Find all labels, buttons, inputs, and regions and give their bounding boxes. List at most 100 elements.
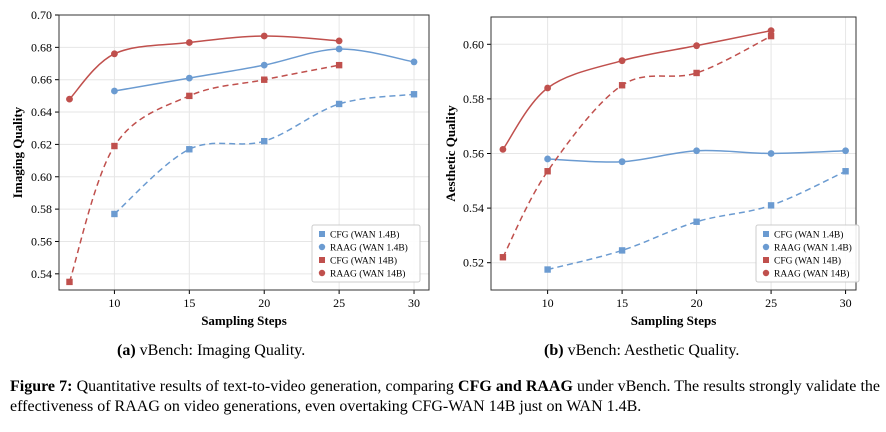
x-tick-label: 15 xyxy=(183,296,195,310)
figure-caption: Figure 7: Quantitative results of text-t… xyxy=(10,377,880,417)
data-point xyxy=(261,137,268,145)
legend-label: CFG (WAN 14B) xyxy=(774,256,841,267)
data-point xyxy=(185,74,193,82)
x-tick-label: 20 xyxy=(258,296,270,310)
data-point xyxy=(767,202,775,209)
data-point xyxy=(544,84,552,92)
legend-box xyxy=(755,224,860,283)
legend-label: RAAG (WAN 1.4B) xyxy=(330,243,408,254)
subcaption-a-text: vBench: Imaging Quality. xyxy=(135,342,306,359)
legend-marker xyxy=(318,243,326,251)
data-point xyxy=(111,142,118,150)
y-tick-label: 0.54 xyxy=(463,201,484,215)
figure-caption-part1: Quantitative results of text-to-video ge… xyxy=(72,378,459,395)
y-tick-label: 0.64 xyxy=(31,105,52,119)
data-point xyxy=(618,57,626,65)
data-point xyxy=(767,32,775,40)
x-tick-label: 25 xyxy=(333,296,345,310)
y-tick-label: 0.60 xyxy=(31,170,52,184)
data-point xyxy=(335,45,343,53)
plot-frame xyxy=(490,16,857,291)
x-tick-label: 15 xyxy=(616,296,628,310)
data-point xyxy=(186,92,193,100)
series-line xyxy=(547,170,846,271)
aesthetic-quality-plot: 0.52 0.54 0.56 0.58 0.60 10 15 20 25 30 Sampling S… xyxy=(443,16,860,328)
y-axis-label: Aesthetic Quality xyxy=(443,105,458,202)
figure-caption-part2: under vBench. The results strongly valid… xyxy=(10,378,881,415)
data-point xyxy=(693,69,700,77)
data-point xyxy=(261,76,268,83)
data-point xyxy=(410,91,418,98)
figure-caption-label: Figure 7: xyxy=(10,378,73,395)
data-point xyxy=(66,278,73,286)
legend-label: RAAG (WAN 1.4B) xyxy=(774,243,852,254)
x-axis-label: Sampling Steps xyxy=(201,313,287,328)
legend-box xyxy=(311,224,421,283)
subcaption-a: (a) vBench: Imaging Quality. xyxy=(117,342,305,360)
data-point xyxy=(693,218,700,225)
data-point xyxy=(335,37,343,45)
y-tick-label: 0.54 xyxy=(31,267,52,281)
x-tick-label: 30 xyxy=(840,296,852,310)
data-point xyxy=(767,150,775,157)
data-point xyxy=(767,27,775,35)
y-tick-label: 0.58 xyxy=(31,202,52,216)
figure-caption-bold: CFG and RAAG xyxy=(458,378,573,395)
subcaption-b-text: vBench: Aesthetic Quality. xyxy=(563,342,740,359)
subcaption-a-label: (a) xyxy=(117,342,136,359)
data-point xyxy=(335,61,343,69)
data-point xyxy=(66,95,73,103)
plot-frame xyxy=(58,14,430,291)
data-point xyxy=(618,247,626,254)
data-point xyxy=(335,100,343,108)
subcaption-b-label: (b) xyxy=(544,342,564,359)
y-tick-label: 0.52 xyxy=(463,256,484,270)
data-point xyxy=(260,32,268,40)
legend-marker xyxy=(762,269,770,277)
legend-marker xyxy=(319,257,325,263)
x-tick-label: 25 xyxy=(765,296,777,310)
data-point xyxy=(544,168,551,175)
x-tick-label: 10 xyxy=(108,296,120,310)
x-axis-label: Sampling Steps xyxy=(631,313,717,328)
data-point xyxy=(544,155,552,163)
legend-label: CFG (WAN 1.4B) xyxy=(330,230,399,241)
x-tick-label: 20 xyxy=(691,296,703,310)
data-point xyxy=(842,147,849,155)
data-point xyxy=(618,82,626,89)
subcaption-b: (b) vBench: Aesthetic Quality. xyxy=(544,342,739,360)
data-point xyxy=(111,87,118,95)
data-point xyxy=(693,147,700,155)
legend-marker xyxy=(319,231,325,237)
series-line xyxy=(68,64,340,283)
legend-marker xyxy=(763,257,769,263)
y-tick-label: 0.56 xyxy=(463,147,484,161)
data-point xyxy=(111,210,118,218)
data-point xyxy=(544,266,551,273)
data-point xyxy=(410,58,418,66)
chart-imaging-quality: 0.54 0.56 0.58 0.60 0.62 0.64 0.66 0.68 0.70 10 15… xyxy=(0,0,443,340)
legend-marker xyxy=(762,243,770,251)
legend-marker xyxy=(318,269,326,277)
data-point xyxy=(693,42,700,50)
imaging-quality-plot: 0.54 0.56 0.58 0.60 0.62 0.64 0.66 0.68 0.70 10 15… xyxy=(10,8,430,328)
y-tick-label: 0.62 xyxy=(31,137,52,151)
y-tick-label: 0.70 xyxy=(31,8,52,22)
data-point xyxy=(185,39,193,46)
y-tick-label: 0.56 xyxy=(31,234,52,248)
data-point xyxy=(260,61,268,69)
x-tick-label: 10 xyxy=(542,296,554,310)
x-tick-label: 30 xyxy=(408,296,420,310)
data-point xyxy=(186,146,193,153)
data-point xyxy=(111,50,118,58)
legend-label: CFG (WAN 1.4B) xyxy=(774,230,843,241)
chart-aesthetic-quality: 0.52 0.54 0.56 0.58 0.60 10 15 20 25 30 Sampling S… xyxy=(443,0,886,340)
legend-label: RAAG (WAN 14B) xyxy=(330,269,405,280)
data-point xyxy=(618,158,626,166)
data-point xyxy=(499,254,507,261)
y-tick-label: 0.66 xyxy=(31,73,52,87)
y-tick-label: 0.60 xyxy=(463,37,484,51)
legend-label: RAAG (WAN 14B) xyxy=(774,269,849,280)
legend-label: CFG (WAN 14B) xyxy=(330,256,397,267)
legend-marker xyxy=(763,231,769,237)
